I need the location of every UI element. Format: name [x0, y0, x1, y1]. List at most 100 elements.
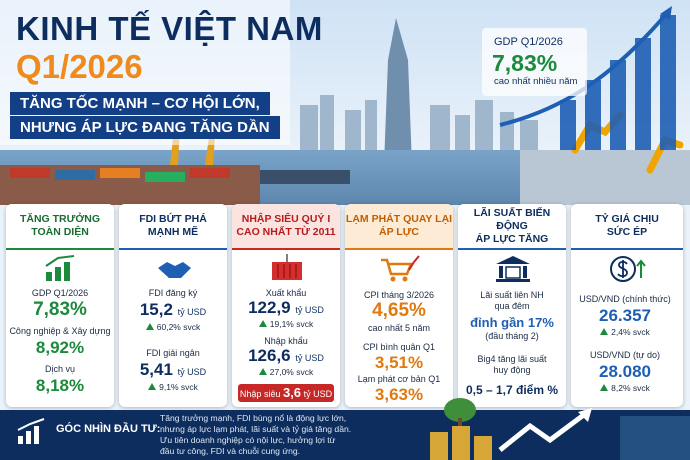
up-arrow	[145, 323, 154, 330]
tagline: TĂNG TỐC MẠNH – CƠ HỘI LỚN,	[10, 92, 270, 115]
card-title: NHẬP SIÊU QUÝ I	[241, 213, 331, 225]
unit: tỷ USD	[295, 305, 324, 315]
footer-icon	[17, 418, 45, 444]
note: cao nhất 5 năm	[367, 323, 431, 333]
card: FDI BỨT PHÁ MẠNH MẼ FDI đăng ký 15,2 tỷ …	[119, 204, 227, 407]
label: Big4 tăng lãi suất	[477, 354, 547, 364]
footer-text: Tăng trưởng mạnh, FDI bùng nổ là động lự…	[160, 413, 351, 457]
card: LẠM PHÁT QUAY LẠI ÁP LỰC CPI tháng 3/202…	[345, 204, 453, 407]
label: Công nghiệp & Xây dựng	[9, 326, 111, 336]
value: 4,65%	[372, 300, 426, 321]
card: TĂNG TRƯỞNG TOÀN DIỆN GDP Q1/2026 7,83% …	[6, 204, 114, 407]
change: 19,1% svck	[269, 319, 314, 329]
footer-line: nhưng áp lực lạm phát, lãi suất và tỷ gi…	[160, 424, 352, 434]
card-title: TOÀN DIỆN	[31, 226, 89, 238]
footer-art	[430, 398, 690, 460]
card-head: LÃI SUẤT BIẾN ĐỘNG ÁP LỰC TĂNG	[458, 204, 566, 250]
card-body: FDI đăng ký 15,2 tỷ USD 60,2% svck FDI g…	[119, 250, 227, 407]
change-line: 8,2% svck	[571, 383, 679, 394]
card: NHẬP SIÊU QUÝ I CAO NHẤT TỪ 2011 Xuất kh…	[232, 204, 340, 407]
footer-line: Ưu tiên doanh nghiệp có nội lực, hưởng l…	[160, 435, 336, 445]
tagline: NHƯNG ÁP LỰC ĐANG TĂNG DẦN	[10, 116, 280, 139]
card-body: CPI tháng 3/2026 4,65% cao nhất 5 năm CP…	[345, 250, 453, 407]
card-head: TĂNG TRƯỞNG TOÀN DIỆN	[6, 204, 114, 250]
up-arrow	[258, 320, 267, 327]
card: LÃI SUẤT BIẾN ĐỘNG ÁP LỰC TĂNG Lãi suất …	[458, 204, 566, 407]
card-title: CAO NHẤT TỪ 2011	[236, 226, 336, 238]
up-arrow	[600, 384, 609, 391]
value: 8,92%	[35, 338, 85, 357]
card-title: TĂNG TRƯỞNG	[19, 213, 101, 225]
change: 60,2% svck	[156, 322, 201, 332]
card-title: SỨC ÉP	[606, 226, 648, 238]
value-line: 5,41 tỷ USD	[119, 360, 227, 382]
up-arrow	[148, 383, 157, 390]
growth-bars	[560, 15, 676, 150]
icon	[158, 262, 191, 278]
deficit-badge: Nhập siêu 3,6 tỷ USD	[238, 384, 334, 402]
card: TỶ GIÁ CHỊU SỨC ÉP USD/VND (chính thức) …	[571, 204, 683, 407]
value: 28.080	[599, 362, 651, 381]
value: 0,5 – 1,7 điểm %	[465, 383, 559, 397]
value: đỉnh gần 17%	[470, 315, 554, 330]
icon	[496, 256, 530, 282]
label: qua đêm	[494, 301, 530, 311]
card-title: TỶ GIÁ CHỊU	[595, 213, 659, 225]
change-line: 9,1% svck	[119, 382, 227, 393]
label: Nhập khẩu	[264, 336, 308, 346]
card-title: ÁP LỰC TĂNG	[475, 232, 549, 245]
note: (đầu tháng 2)	[485, 331, 539, 341]
label: FDI giải ngân	[146, 348, 200, 358]
label: GDP Q1/2026	[31, 288, 89, 298]
card-head: TỶ GIÁ CHỊU SỨC ÉP	[571, 204, 683, 250]
port	[0, 120, 260, 205]
card-title: FDI BỨT PHÁ	[139, 213, 207, 225]
card-body: GDP Q1/2026 7,83% Công nghiệp & Xây dựng…	[6, 250, 114, 407]
value: 126,6	[248, 346, 291, 365]
label: Lãi suất liên NH	[480, 290, 544, 300]
value: 26.357	[599, 306, 651, 325]
change-line: 60,2% svck	[119, 322, 227, 333]
icon	[381, 255, 420, 282]
change: 2,4% svck	[611, 327, 650, 337]
icon	[45, 255, 75, 281]
card-head: NHẬP SIÊU QUÝ I CAO NHẤT TỪ 2011	[232, 204, 340, 250]
value-line: 122,9 tỷ USD	[232, 298, 340, 320]
gdp-value: 7,83%	[492, 50, 558, 76]
card-head: FDI BỨT PHÁ MẠNH MẼ	[119, 204, 227, 250]
period: Q1/2026	[16, 48, 143, 85]
value: 122,9	[248, 298, 291, 317]
label: Lạm phát cơ bản Q1	[357, 374, 441, 384]
change: 27,0% svck	[269, 367, 314, 377]
value: 3,6	[282, 385, 302, 400]
footer-label: GÓC NHÌN ĐẦU TƯ:	[56, 423, 161, 435]
card-title: MẠNH MẼ	[147, 226, 199, 238]
card-title: LẠM PHÁT QUAY LẠI	[345, 213, 453, 225]
tower	[384, 18, 412, 165]
change: 8,2% svck	[611, 383, 650, 393]
card-body: Xuất khẩu 122,9 tỷ USD 19,1% svck Nhập k…	[232, 250, 340, 407]
value: 8,18%	[35, 376, 85, 395]
label: CPI bình quân Q1	[362, 342, 436, 352]
up-arrow	[258, 368, 267, 375]
unit: tỷ USD	[177, 367, 207, 377]
up-arrow	[600, 328, 609, 335]
change: 9,1% svck	[159, 382, 198, 392]
gdp-note: cao nhất nhiều năm	[494, 76, 578, 87]
label: Dịch vụ	[44, 364, 75, 374]
gdp-label: GDP Q1/2026	[494, 36, 563, 48]
footer-line: Tăng trưởng mạnh, FDI bùng nổ là động lự…	[160, 413, 347, 423]
card-title: ÁP LỰC	[378, 226, 420, 238]
label: Xuất khẩu	[265, 288, 307, 298]
unit: tỷ USD	[177, 307, 207, 317]
card-head: LẠM PHÁT QUAY LẠI ÁP LỰC	[345, 204, 453, 250]
change-line: 19,1% svck	[232, 319, 340, 330]
value-line: 15,2 tỷ USD	[119, 300, 227, 322]
card-body: USD/VND (chính thức) 26.357 2,4% svck US…	[571, 250, 683, 407]
change-line: 2,4% svck	[571, 327, 679, 338]
value: 15,2	[139, 300, 173, 319]
unit: tỷ USD	[295, 353, 324, 363]
scenery	[0, 0, 690, 205]
label: USD/VND (tự do)	[589, 350, 661, 360]
label: CPI tháng 3/2026	[363, 290, 435, 300]
